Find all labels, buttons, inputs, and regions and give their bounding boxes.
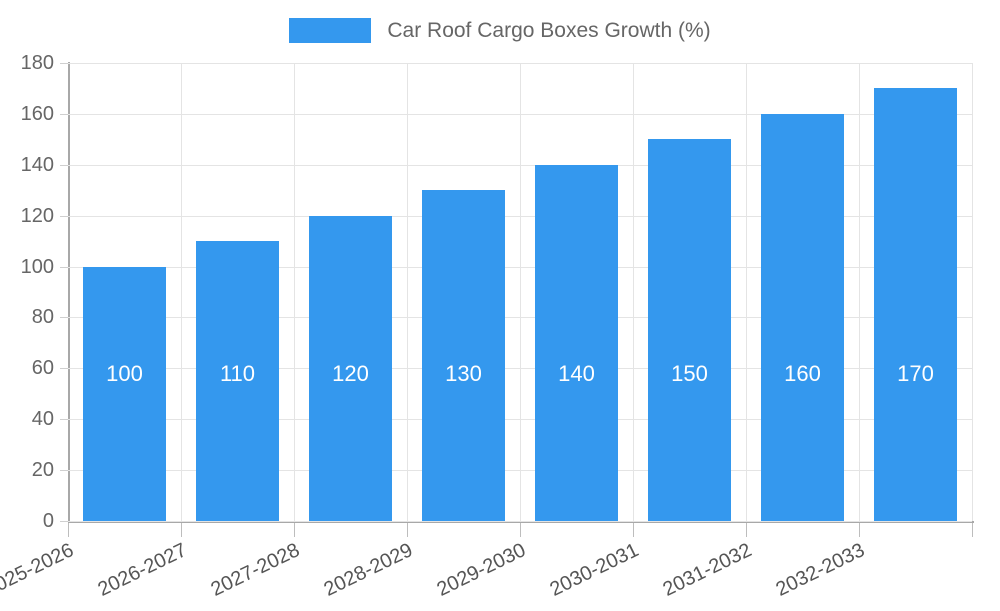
x-axis-line	[68, 521, 974, 523]
x-axis-tick-mark	[746, 523, 747, 537]
x-axis-tick-mark	[407, 523, 408, 537]
y-axis-tick-label: 100	[20, 255, 54, 278]
bar-value-label: 140	[558, 361, 595, 386]
legend-item-label: Car Roof Cargo Boxes Growth (%)	[387, 18, 711, 42]
x-axis-tick-mark	[68, 523, 69, 537]
y-axis-tick-label: 40	[31, 408, 54, 431]
x-axis-tick-mark	[294, 523, 295, 537]
bar[interactable]: 150	[648, 139, 731, 521]
bar-value-label: 150	[671, 361, 708, 386]
legend-color-swatch-icon	[289, 17, 372, 43]
bar[interactable]: 120	[309, 215, 392, 521]
bar[interactable]: 160	[761, 113, 844, 521]
bar[interactable]: 130	[422, 190, 505, 521]
y-axis-tick-mark	[60, 521, 68, 522]
bar-value-label: 130	[445, 361, 482, 386]
y-axis-tick-mark	[60, 164, 68, 166]
bar-value-label: 170	[897, 361, 934, 386]
chart-legend: Car Roof Cargo Boxes Growth (%)	[0, 12, 1000, 48]
bar[interactable]: 110	[196, 241, 279, 521]
gridline-vertical	[972, 63, 973, 521]
legend-item-series-0[interactable]: Car Roof Cargo Boxes Growth (%)	[289, 17, 711, 43]
x-axis-tick-mark	[181, 523, 182, 537]
bar-value-label: 100	[106, 361, 143, 386]
y-axis-tick-mark	[60, 419, 68, 421]
plot-area: 100 110 120 130 140 150 160 170	[68, 63, 973, 522]
y-axis-tick-mark	[60, 317, 68, 319]
y-axis-tick-label: 0	[42, 510, 54, 532]
bar[interactable]: 140	[535, 164, 618, 521]
y-axis-tick-label: 180	[20, 52, 54, 74]
y-axis-tick-label: 80	[31, 306, 54, 329]
y-axis-tick-label: 120	[20, 204, 54, 227]
bar[interactable]: 170	[874, 88, 957, 521]
x-axis-tick-mark	[972, 523, 973, 537]
y-axis-tick-label: 160	[20, 102, 54, 125]
y-axis-tick-label: 60	[31, 357, 54, 380]
y-axis-tick-label: 140	[20, 153, 54, 176]
y-axis-tick-mark	[60, 368, 68, 370]
x-axis-tick-mark	[859, 523, 860, 537]
y-axis-tick-mark	[60, 215, 68, 217]
bar-value-label: 120	[332, 361, 369, 386]
y-axis-tick-mark	[60, 63, 68, 64]
y-axis-tick-label: 20	[31, 459, 54, 482]
bar-value-label: 110	[219, 361, 256, 386]
bar[interactable]: 100	[83, 266, 166, 521]
x-axis-tick-mark	[633, 523, 634, 537]
bar-value-label: 160	[784, 361, 821, 386]
y-axis-tick-mark	[60, 113, 68, 115]
y-axis-line	[68, 62, 70, 522]
x-axis-tick-mark	[520, 523, 521, 537]
y-axis-tick-mark	[60, 470, 68, 472]
y-axis-tick-mark	[60, 266, 68, 268]
bar-series: 100 110 120 130 140 150 160 170	[68, 63, 972, 521]
